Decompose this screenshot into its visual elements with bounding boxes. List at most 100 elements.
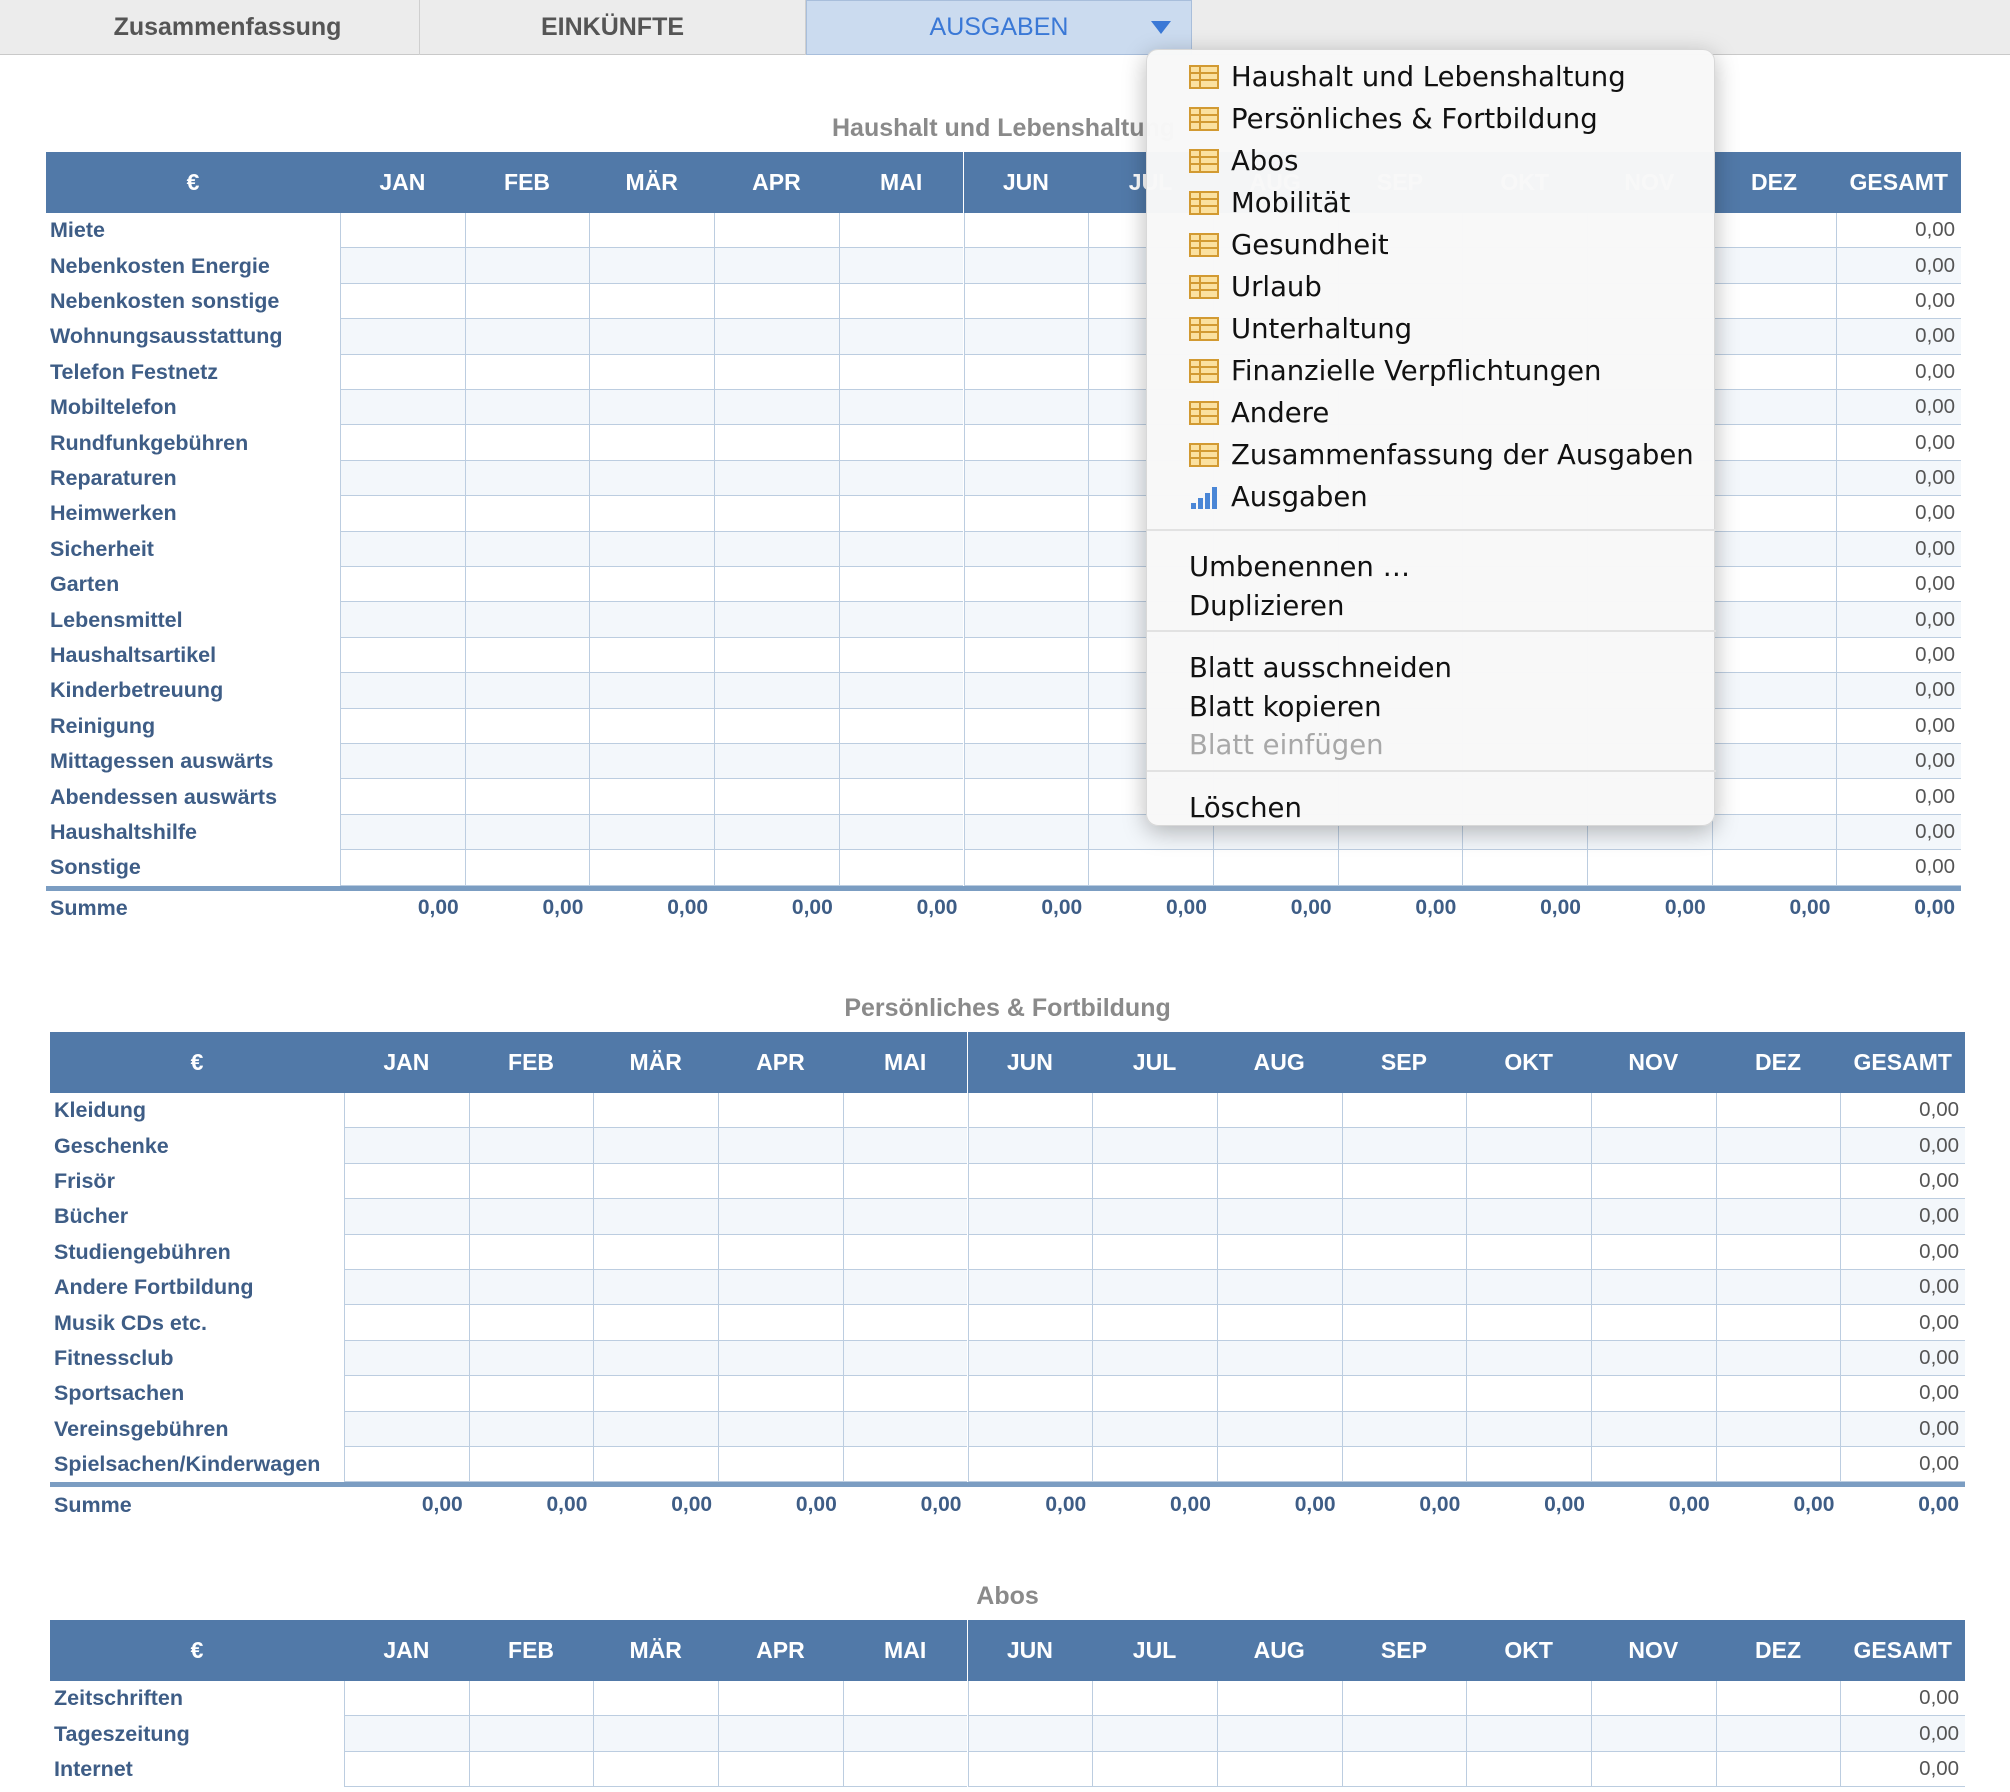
cell[interactable]: [838, 425, 964, 461]
cell[interactable]: [1341, 1376, 1467, 1412]
cell[interactable]: [1711, 354, 1837, 390]
menu-sheet-item[interactable]: Persönliches & Fortbildung: [1147, 99, 1716, 139]
cell[interactable]: [842, 1447, 968, 1483]
cell[interactable]: [1341, 1234, 1467, 1270]
cell[interactable]: [344, 1199, 469, 1235]
cell[interactable]: [1715, 1751, 1841, 1788]
cell[interactable]: [1092, 1199, 1217, 1235]
cell[interactable]: [464, 425, 590, 461]
cell[interactable]: [718, 1305, 843, 1341]
cell[interactable]: [468, 1234, 594, 1270]
cell[interactable]: [1715, 1128, 1841, 1164]
cell[interactable]: [1216, 1199, 1342, 1235]
cell[interactable]: [838, 850, 964, 886]
cell[interactable]: [344, 1376, 469, 1412]
cell[interactable]: [718, 1199, 843, 1235]
cell[interactable]: [464, 283, 590, 320]
cell[interactable]: [718, 1234, 843, 1270]
cell[interactable]: [589, 567, 715, 603]
cell[interactable]: [963, 567, 1089, 603]
cell[interactable]: [344, 1270, 469, 1306]
menu-sheet-item[interactable]: Haushalt und Lebenshaltung: [1147, 57, 1716, 97]
cell[interactable]: [340, 283, 465, 320]
cell[interactable]: [718, 1163, 843, 1200]
cell[interactable]: [1092, 1447, 1217, 1483]
cell[interactable]: [464, 814, 590, 851]
cell[interactable]: [589, 779, 715, 815]
cell[interactable]: [963, 673, 1089, 709]
tab-dropdown-arrow[interactable]: [1151, 21, 1171, 34]
cell[interactable]: [464, 354, 590, 390]
cell[interactable]: [1591, 1305, 1716, 1341]
cell[interactable]: [1466, 1093, 1591, 1129]
cell[interactable]: [963, 496, 1089, 532]
cell[interactable]: [838, 637, 964, 674]
cell[interactable]: [1341, 1128, 1467, 1164]
cell[interactable]: [1341, 1716, 1467, 1752]
cell[interactable]: [1092, 1270, 1217, 1306]
cell[interactable]: [464, 673, 590, 709]
cell[interactable]: [1216, 1681, 1342, 1717]
cell[interactable]: [468, 1447, 594, 1483]
cell[interactable]: [838, 390, 964, 426]
cell[interactable]: [1466, 1163, 1591, 1200]
cell[interactable]: [838, 567, 964, 603]
cell[interactable]: [1216, 1411, 1342, 1447]
cell[interactable]: [344, 1716, 469, 1752]
cell[interactable]: [714, 673, 839, 709]
cell[interactable]: [718, 1751, 843, 1788]
cell[interactable]: [714, 779, 839, 815]
cell[interactable]: [589, 390, 715, 426]
cell[interactable]: [842, 1376, 968, 1412]
cell[interactable]: [838, 531, 964, 567]
menu-action-item[interactable]: Duplizieren: [1189, 589, 1345, 622]
cell[interactable]: [1216, 1376, 1342, 1412]
cell[interactable]: [963, 354, 1089, 390]
cell[interactable]: [1466, 1270, 1591, 1306]
cell[interactable]: [1711, 637, 1837, 674]
cell[interactable]: [963, 602, 1089, 638]
cell[interactable]: [714, 319, 839, 355]
cell[interactable]: [963, 531, 1089, 567]
cell[interactable]: [714, 602, 839, 638]
cell[interactable]: [340, 637, 465, 674]
cell[interactable]: [1711, 814, 1837, 851]
cell[interactable]: [1092, 1681, 1217, 1717]
cell[interactable]: [963, 213, 1089, 249]
cell[interactable]: [464, 602, 590, 638]
cell[interactable]: [344, 1163, 469, 1200]
cell[interactable]: [593, 1234, 719, 1270]
cell[interactable]: [589, 460, 715, 497]
cell[interactable]: [589, 354, 715, 390]
cell[interactable]: [718, 1340, 843, 1377]
cell[interactable]: [340, 390, 465, 426]
menu-sheet-item[interactable]: Mobilität: [1147, 183, 1716, 223]
cell[interactable]: [1591, 1234, 1716, 1270]
cell[interactable]: [967, 1093, 1093, 1129]
cell[interactable]: [464, 496, 590, 532]
cell[interactable]: [593, 1163, 719, 1200]
cell[interactable]: [468, 1376, 594, 1412]
cell[interactable]: [344, 1447, 469, 1483]
cell[interactable]: [468, 1751, 594, 1788]
cell[interactable]: [593, 1340, 719, 1377]
cell[interactable]: [838, 213, 964, 249]
cell[interactable]: [1466, 1305, 1591, 1341]
cell[interactable]: [838, 248, 964, 284]
cell[interactable]: [1711, 779, 1837, 815]
cell[interactable]: [464, 390, 590, 426]
cell[interactable]: [1216, 1340, 1342, 1377]
cell[interactable]: [1216, 1234, 1342, 1270]
cell[interactable]: [1341, 1340, 1467, 1377]
cell[interactable]: [344, 1093, 469, 1129]
cell[interactable]: [1591, 1270, 1716, 1306]
cell[interactable]: [340, 425, 465, 461]
cell[interactable]: [468, 1681, 594, 1717]
cell[interactable]: [1711, 708, 1837, 744]
cell[interactable]: [464, 850, 590, 886]
cell[interactable]: [1216, 1716, 1342, 1752]
cell[interactable]: [842, 1411, 968, 1447]
cell[interactable]: [838, 744, 964, 780]
cell[interactable]: [967, 1340, 1093, 1377]
cell[interactable]: [344, 1681, 469, 1717]
